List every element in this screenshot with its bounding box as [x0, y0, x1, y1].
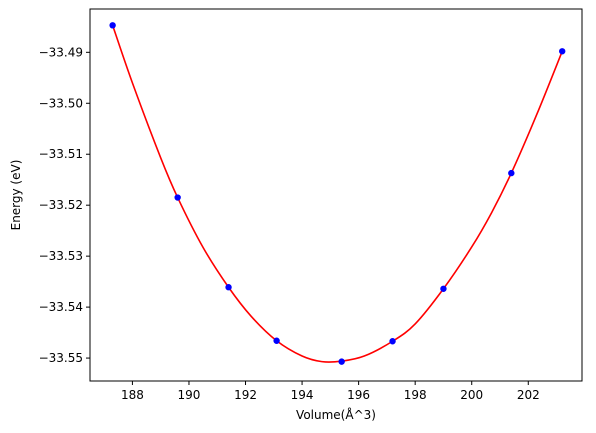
y-axis-label: Energy (eV): [9, 160, 23, 231]
data-point: [440, 285, 447, 292]
y-tick-label: −33.55: [39, 351, 83, 365]
x-axis-label: Volume(Å^3): [296, 407, 376, 422]
y-tick-label: −33.54: [39, 300, 83, 314]
data-point: [273, 337, 280, 344]
x-axis: 188 190 192 194 196 198 200 202: [121, 381, 540, 402]
y-tick-label: −33.49: [39, 45, 83, 59]
data-points: [109, 22, 566, 365]
y-tick-label: −33.50: [39, 96, 83, 110]
data-point: [389, 338, 396, 345]
y-tick-label: −33.51: [39, 147, 83, 161]
y-axis: −33.49 −33.50 −33.51 −33.52 −33.53 −33.54 −33.…: [39, 45, 90, 365]
y-tick-label: −33.53: [39, 249, 83, 263]
data-point: [338, 358, 345, 365]
x-tick-label: 196: [347, 388, 370, 402]
data-point: [559, 48, 566, 55]
data-point: [508, 169, 515, 177]
x-tick-label: 190: [178, 388, 201, 402]
plot-area: [109, 22, 566, 365]
x-tick-label: 194: [291, 388, 314, 402]
y-tick-label: −33.52: [39, 198, 83, 212]
data-point: [174, 194, 181, 201]
data-point: [109, 22, 116, 29]
fit-curve: [111, 25, 563, 363]
x-tick-label: 200: [460, 388, 483, 402]
x-tick-label: 188: [121, 388, 144, 402]
data-point: [225, 284, 232, 291]
plot-frame: [89, 8, 583, 382]
x-tick-label: 192: [234, 388, 257, 402]
x-tick-label: 202: [517, 388, 540, 402]
x-tick-label: 198: [404, 388, 427, 402]
